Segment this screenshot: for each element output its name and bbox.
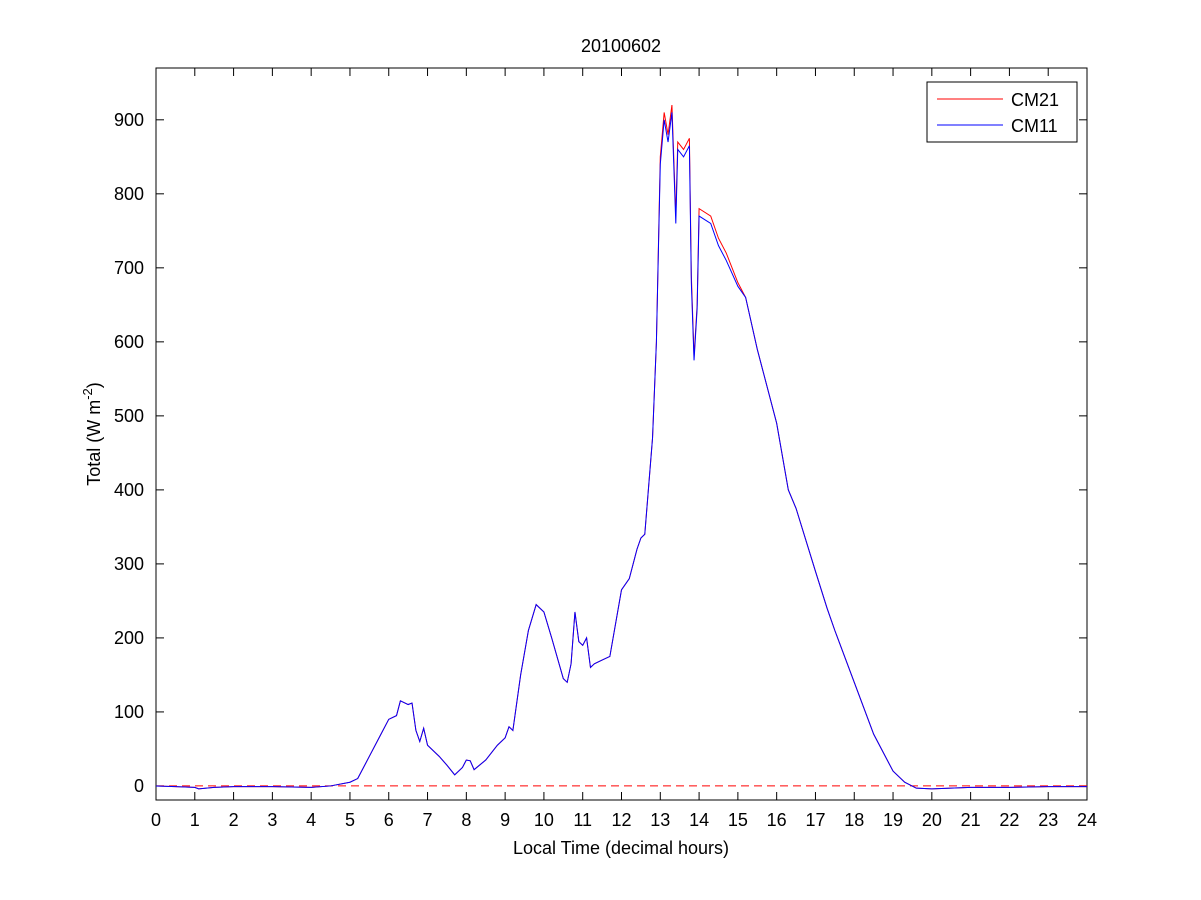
- data-line: [155, 112, 1087, 790]
- x-tick-label: 24: [1077, 810, 1097, 830]
- y-tick-label: 500: [114, 406, 144, 426]
- x-tick-label: 3: [267, 810, 277, 830]
- x-tick-label: 6: [384, 810, 394, 830]
- x-tick-label: 9: [500, 810, 510, 830]
- y-tick-label: 400: [114, 480, 144, 500]
- plot-area: [155, 67, 1088, 801]
- y-tick-label: 600: [114, 332, 144, 352]
- x-tick-label: 14: [689, 810, 709, 830]
- x-tick-label: 20: [922, 810, 942, 830]
- y-tick-label: 300: [114, 554, 144, 574]
- legend-label: CM21: [1011, 90, 1059, 110]
- y-tick-label: 900: [114, 110, 144, 130]
- x-axis-label: Local Time (decimal hours): [513, 838, 729, 858]
- x-tick-label: 22: [999, 810, 1019, 830]
- y-label-main: Total (W m: [84, 400, 104, 486]
- chart-title: 20100602: [581, 36, 661, 56]
- x-tick-label: 11: [573, 810, 592, 830]
- x-tick-label: 21: [961, 810, 981, 830]
- y-tick-label: 800: [114, 184, 144, 204]
- x-tick-label: 0: [151, 810, 161, 830]
- x-tick-label: 16: [767, 810, 787, 830]
- x-tick-label: 19: [883, 810, 903, 830]
- x-tick-label: 18: [844, 810, 864, 830]
- x-tick-label: 10: [534, 810, 554, 830]
- y-tick-label: 0: [134, 776, 144, 796]
- y-label-end: ): [84, 382, 104, 388]
- x-tick-label: 7: [423, 810, 433, 830]
- y-axis-label: Total (W m-2): [80, 382, 104, 486]
- legend-box: [926, 81, 1078, 143]
- y-label-sup: -2: [80, 388, 95, 400]
- x-tick-label: 2: [229, 810, 239, 830]
- x-tick-label: 8: [461, 810, 471, 830]
- x-tick-label: 12: [611, 810, 631, 830]
- x-tick-label: 15: [728, 810, 748, 830]
- x-tick-label: 23: [1038, 810, 1058, 830]
- x-tick-label: 1: [190, 810, 200, 830]
- legend-label: CM11: [1011, 116, 1058, 136]
- x-tick-label: 13: [650, 810, 670, 830]
- y-tick-label: 700: [114, 258, 144, 278]
- x-tick-label: 5: [345, 810, 355, 830]
- x-tick-label: 17: [805, 810, 825, 830]
- x-tick-label: 4: [306, 810, 316, 830]
- y-tick-label: 100: [114, 702, 144, 722]
- y-tick-label: 200: [114, 628, 144, 648]
